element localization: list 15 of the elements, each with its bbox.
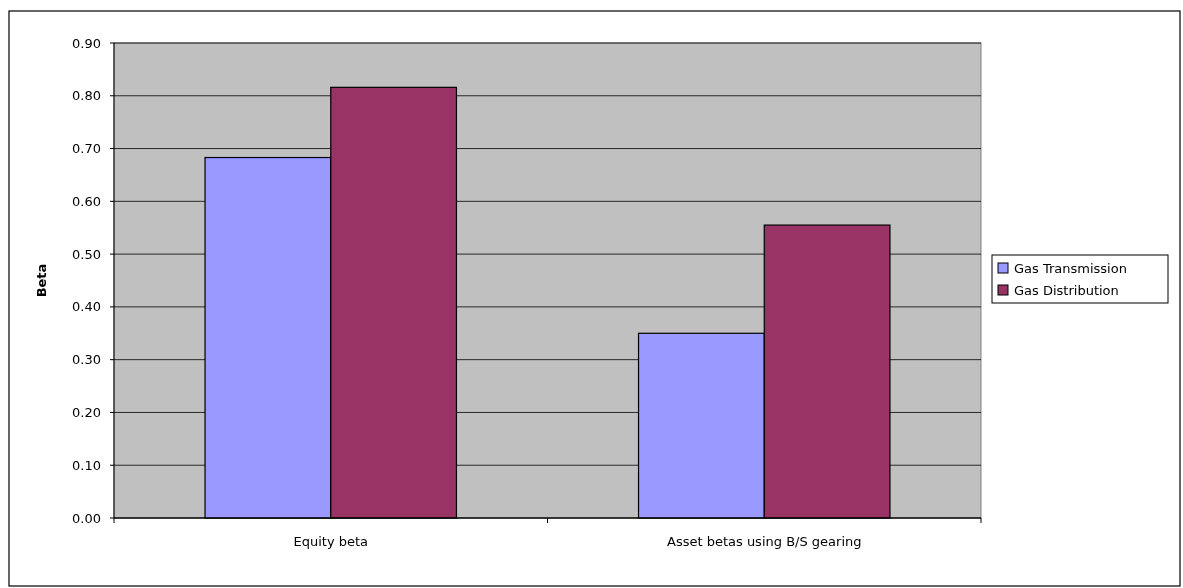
y-tick-label: 0.60 <box>72 193 101 209</box>
legend-label: Gas Transmission <box>1014 260 1127 276</box>
y-tick-label: 0.70 <box>72 141 101 157</box>
y-tick-label: 0.40 <box>72 299 101 315</box>
y-axis-title: Beta <box>34 263 49 298</box>
y-tick-label: 0.90 <box>72 35 101 51</box>
legend-label: Gas Distribution <box>1014 282 1119 298</box>
y-tick-label: 0.10 <box>72 457 101 473</box>
y-tick-label: 0.80 <box>72 88 101 104</box>
y-tick-label: 0.50 <box>72 246 101 262</box>
x-tick-label: Equity beta <box>293 534 369 549</box>
y-tick-label: 0.20 <box>72 404 101 420</box>
y-tick-label: 0.00 <box>72 510 101 526</box>
y-tick-label: 0.30 <box>72 352 101 368</box>
x-tick-label: Asset betas using B/S gearing <box>667 534 862 549</box>
